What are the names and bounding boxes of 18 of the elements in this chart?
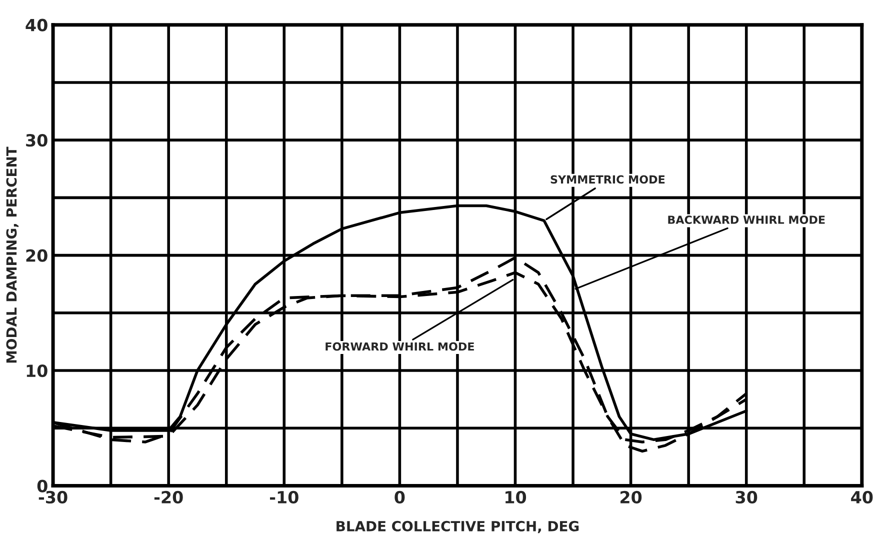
x-tick-label: 20 [620, 490, 642, 504]
y-tick-label: 30 [26, 134, 48, 147]
y-axis-title: MODAL DAMPING, PERCENT [6, 146, 19, 363]
x-tick-label: -30 [38, 490, 68, 504]
y-tick-label: 10 [26, 364, 48, 378]
x-tick-label: 30 [736, 490, 758, 504]
x-tick-label: 0 [394, 490, 405, 504]
x-tick-label: -20 [154, 490, 183, 504]
annotation: SYMMETRIC MODE [550, 175, 665, 184]
x-tick-label: 10 [506, 490, 526, 504]
x-tick-label: -10 [270, 490, 298, 504]
x-axis-title: BLADE COLLECTIVE PITCH, DEG [336, 520, 579, 534]
y-tick-label: 20 [26, 249, 48, 262]
y-tick-label: 40 [26, 18, 48, 32]
x-tick-label: 40 [851, 490, 873, 504]
annotation: FORWARD WHIRL MODE [326, 342, 474, 351]
annotation: BACKWARD WHIRL MODE [668, 216, 825, 224]
y-tick-label: 0 [37, 480, 48, 492]
